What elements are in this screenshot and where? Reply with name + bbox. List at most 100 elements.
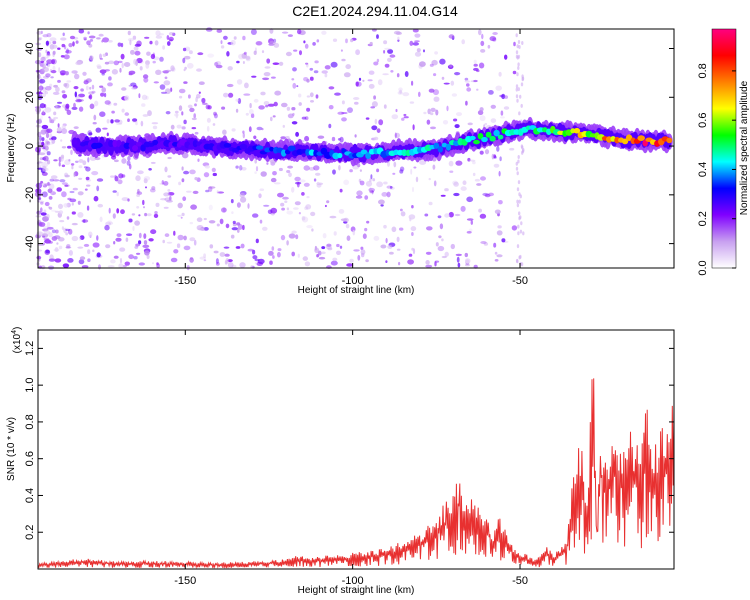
heatmap-speckle	[207, 53, 215, 58]
heatmap-speckle	[222, 129, 227, 135]
heatmap-speckle	[89, 86, 92, 90]
heatmap-speckle	[312, 42, 316, 46]
heatmap-speckle	[399, 227, 404, 231]
heatmap-speckle	[164, 233, 170, 238]
heatmap-speckle	[132, 226, 135, 231]
heatmap-speckle	[517, 180, 521, 185]
heatmap-speckle	[58, 210, 64, 215]
heatmap-speckle	[143, 77, 149, 83]
heatmap-speckle	[135, 121, 138, 126]
heatmap-ridge-core	[313, 149, 319, 157]
heatmap-speckle	[186, 190, 192, 193]
heatmap-speckle	[515, 84, 519, 89]
heatmap-speckle	[291, 251, 296, 257]
heatmap-speckle	[61, 191, 67, 198]
heatmap-speckle	[466, 218, 474, 221]
heatmap-speckle	[326, 200, 330, 204]
heatmap-speckle	[263, 72, 271, 77]
heatmap-speckle	[509, 147, 515, 151]
heatmap-speckle	[337, 138, 341, 141]
heatmap-ridge-core	[489, 135, 496, 142]
heatmap-speckle	[66, 244, 71, 248]
heatmap-ridge-core	[481, 136, 488, 143]
heatmap-speckle	[248, 109, 254, 115]
heatmap-speckle	[479, 107, 484, 112]
heatmap-speckle	[355, 81, 359, 87]
heatmap-speckle	[47, 188, 53, 194]
heatmap-speckle	[183, 81, 188, 84]
heatmap-speckle	[370, 106, 376, 109]
heatmap-speckle	[288, 172, 292, 178]
heatmap-speckle	[369, 190, 374, 193]
heatmap-speckle	[399, 89, 402, 94]
heatmap-speckle	[253, 135, 257, 140]
heatmap-speckle	[261, 127, 264, 131]
heatmap-speckle	[56, 242, 59, 245]
heatmap-speckle	[521, 41, 524, 45]
heatmap-speckle	[271, 246, 275, 251]
heatmap-speckle	[150, 53, 156, 60]
heatmap-speckle	[403, 113, 407, 117]
heatmap-speckle	[43, 155, 49, 162]
heatmap-speckle	[310, 211, 316, 217]
heatmap-speckle	[467, 157, 471, 162]
heatmap-speckle	[166, 241, 173, 244]
heatmap-speckle	[358, 178, 362, 183]
heatmap-speckle	[244, 82, 249, 89]
heatmap-speckle	[208, 204, 213, 211]
heatmap-speckle	[449, 170, 454, 173]
heatmap-speckle	[456, 256, 460, 263]
heatmap-speckle	[450, 243, 455, 250]
heatmap-speckle	[75, 40, 79, 44]
heatmap-speckle	[469, 159, 476, 162]
heatmap-speckle	[93, 114, 97, 121]
heatmap-speckle	[448, 34, 455, 39]
heatmap-speckle	[59, 156, 64, 162]
heatmap-speckle	[131, 87, 137, 90]
snr-y-tick-label: 0.4	[24, 488, 36, 503]
heatmap-speckle	[133, 46, 139, 51]
heatmap-speckle	[98, 33, 104, 37]
heatmap-speckle	[299, 50, 302, 56]
heatmap-speckle	[128, 163, 132, 170]
heatmap-speckle	[196, 93, 201, 99]
heatmap-speckle	[219, 252, 226, 257]
heatmap-ridge-core	[365, 152, 371, 160]
heatmap-speckle	[425, 264, 433, 268]
heatmap-speckle	[143, 233, 147, 240]
heatmap-speckle	[142, 114, 149, 117]
heatmap-speckle	[521, 77, 524, 82]
heatmap-speckle	[497, 225, 502, 229]
heatmap-speckle	[164, 76, 168, 80]
heatmap-speckle	[108, 76, 112, 81]
heatmap-speckle	[338, 209, 345, 214]
heatmap-speckle	[123, 62, 131, 67]
heatmap-speckle	[460, 205, 466, 212]
heatmap-speckle	[63, 83, 68, 87]
heatmap-speckle	[181, 212, 185, 217]
heatmap-speckle	[408, 253, 413, 257]
heatmap-speckle	[280, 234, 286, 241]
heatmap-speckle	[167, 189, 171, 192]
heatmap-speckle	[64, 184, 69, 187]
heatmap-speckle	[125, 237, 129, 242]
heatmap-speckle	[197, 52, 204, 56]
heatmap-speckle	[317, 135, 325, 139]
heatmap-speckle	[102, 37, 110, 43]
heatmap-speckle	[397, 36, 400, 41]
heatmap-speckle	[181, 126, 186, 130]
heatmap-speckle	[60, 154, 65, 159]
heatmap-speckle	[57, 123, 60, 128]
heatmap-speckle	[189, 237, 196, 242]
heatmap-speckle	[52, 91, 60, 95]
heatmap-speckle	[294, 176, 301, 182]
heatmap-speckle	[100, 92, 105, 97]
heatmap-speckle	[488, 90, 494, 95]
heatmap-speckle	[40, 129, 47, 135]
heatmap-speckle	[444, 213, 450, 218]
heatmap-speckle	[211, 167, 216, 173]
heatmap-speckle	[181, 166, 184, 171]
heatmap-speckle	[369, 187, 372, 194]
heatmap-speckle	[51, 229, 56, 234]
heatmap-speckle	[120, 209, 125, 215]
